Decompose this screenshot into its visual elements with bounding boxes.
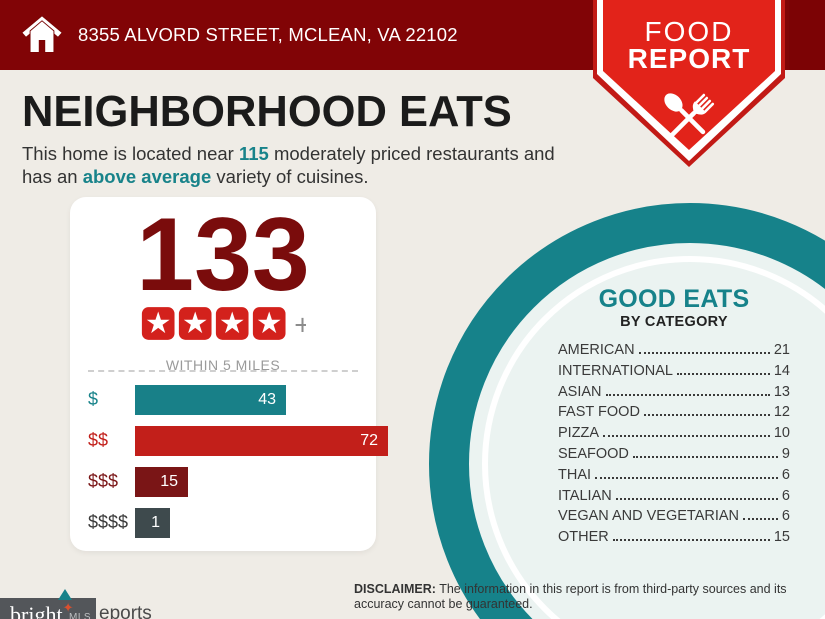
svg-text:REPORT: REPORT xyxy=(628,43,751,74)
